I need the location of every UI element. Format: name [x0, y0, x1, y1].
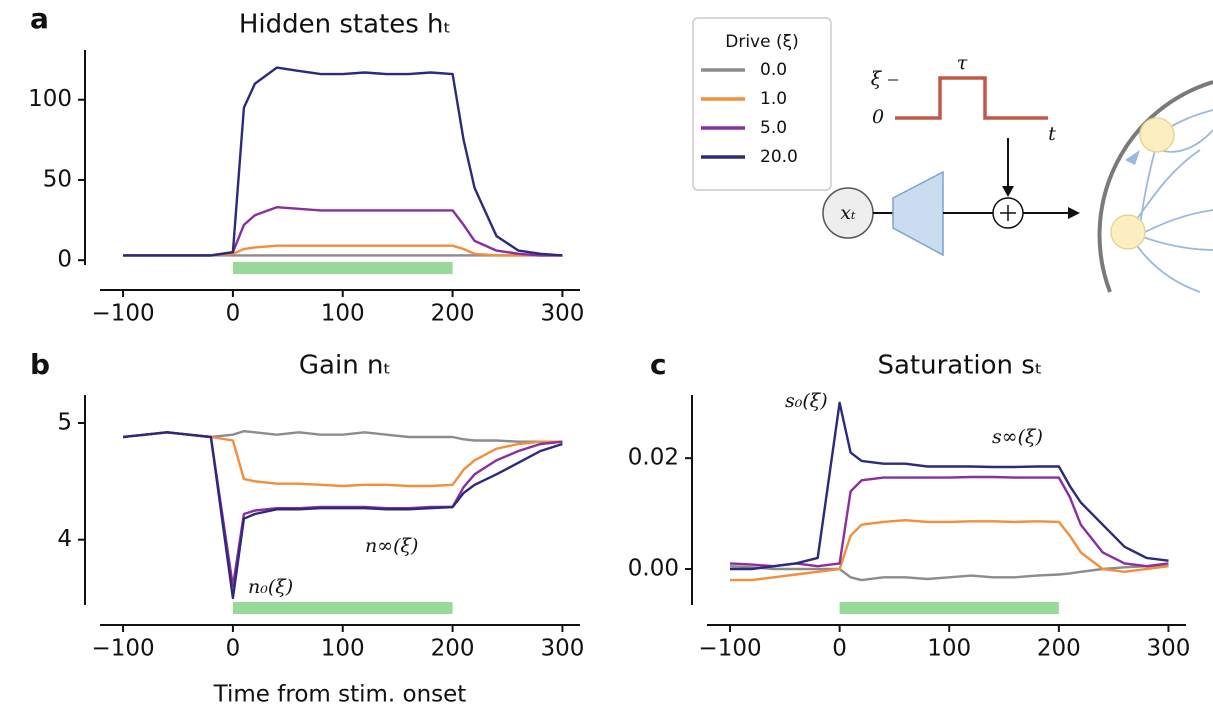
- series-line: [730, 519, 1169, 582]
- y-tick-label: 5: [57, 410, 72, 436]
- x-tick-label: 100: [927, 636, 971, 662]
- x-tick-label: −100: [91, 636, 154, 662]
- arrow-head: [1068, 207, 1080, 219]
- x-tick-label: −100: [91, 301, 154, 327]
- annotation: s∞(ξ): [992, 426, 1043, 448]
- drive-level-label: ξ: [871, 68, 883, 90]
- series-line: [123, 206, 563, 257]
- duration-label: τ: [957, 52, 968, 74]
- x-tick-label: 0: [226, 301, 241, 327]
- legend-label: 0.0: [760, 60, 787, 80]
- stimulus-bar: [232, 262, 453, 274]
- y-tick-label: 0: [57, 247, 72, 273]
- drive-pulse: [895, 76, 1048, 120]
- series-line: [122, 431, 563, 600]
- series-line: [729, 565, 1169, 582]
- x-tick-label: −100: [698, 636, 761, 662]
- x-tick-label: 0: [226, 636, 241, 662]
- stimulus-bar: [839, 602, 1059, 614]
- input-label: xₜ: [840, 202, 856, 224]
- x-tick-label: 300: [540, 636, 584, 662]
- arrow-head: [1125, 150, 1140, 165]
- y-tick-label: 100: [28, 86, 72, 112]
- stimulus-bar: [232, 602, 453, 614]
- encoder: [892, 170, 944, 257]
- legend-title: Drive (ξ): [725, 32, 798, 52]
- unit-node: [1139, 117, 1175, 153]
- series-line: [123, 66, 563, 257]
- series-line: [122, 430, 563, 443]
- series-line: [730, 401, 1169, 571]
- recurrent-connections: [1127, 109, 1213, 293]
- x-tick-label: 300: [1147, 636, 1191, 662]
- x-tick-label: 100: [321, 301, 365, 327]
- x-tick-label: 0: [832, 636, 847, 662]
- arrow-head: [1002, 186, 1014, 197]
- legend-label: 1.0: [760, 89, 787, 109]
- time-label: t: [1048, 123, 1056, 145]
- panel-label: a: [30, 2, 49, 35]
- chart-title: Gain nₜ: [299, 351, 391, 381]
- y-tick-label: 0.02: [628, 445, 679, 471]
- model-diagram: ξ 0 τ t xₜ: [822, 52, 1213, 293]
- chart-title: Saturation sₜ: [877, 351, 1042, 381]
- unit-node: [1110, 214, 1146, 250]
- y-tick-label: 4: [57, 526, 72, 552]
- zero-label: 0: [872, 106, 884, 128]
- y-tick-label: 0.00: [628, 555, 679, 581]
- legend-label: 20.0: [760, 147, 798, 167]
- x-tick-label: 200: [431, 636, 475, 662]
- x-axis-label: Time from stim. onset: [213, 682, 467, 708]
- annotation: n₀(ξ): [248, 576, 293, 598]
- x-tick-label: 200: [1037, 636, 1081, 662]
- panel-label: b: [30, 348, 50, 381]
- x-tick-label: 300: [540, 301, 584, 327]
- annotation: s₀(ξ): [785, 390, 828, 412]
- y-tick-label: 50: [43, 166, 72, 192]
- series-line: [729, 475, 1169, 568]
- annotation: n∞(ξ): [365, 535, 418, 557]
- network-boundary: [1097, 80, 1213, 293]
- legend-box: [692, 17, 832, 191]
- panel-label: c: [650, 348, 667, 381]
- x-tick-label: 100: [321, 636, 365, 662]
- x-tick-label: 200: [431, 301, 475, 327]
- chart-title: Hidden states hₜ: [239, 10, 451, 40]
- plus-sign: [1000, 205, 1016, 221]
- legend-label: 5.0: [760, 118, 787, 138]
